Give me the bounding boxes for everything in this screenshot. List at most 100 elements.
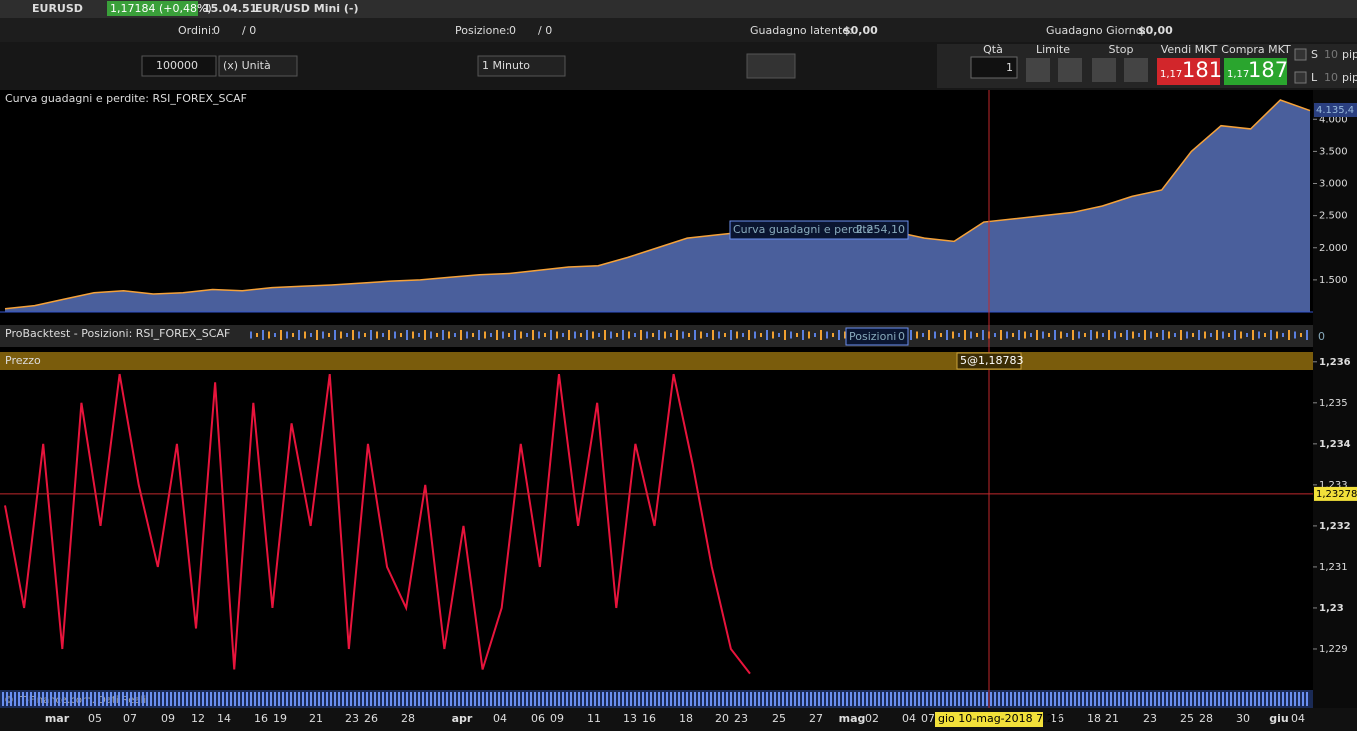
strip-bar: [282, 692, 284, 706]
strip-bar: [230, 692, 232, 706]
price-header: [0, 352, 1313, 370]
strip-bar: [438, 692, 440, 706]
strip-bar: [1278, 692, 1280, 706]
strip-bar: [118, 692, 120, 706]
l-checkbox[interactable]: [1294, 71, 1307, 84]
strip-bar: [262, 692, 264, 706]
strip-bar: [962, 692, 964, 706]
y-tick-label: 1,234: [1319, 439, 1351, 450]
x-tick-label: 07: [123, 712, 137, 725]
strip-bar: [1118, 692, 1120, 706]
limit-buy[interactable]: [1026, 58, 1050, 82]
position-bar: [340, 331, 342, 339]
y-tick-label: 1,231: [1319, 562, 1348, 573]
cursor-label: gio 10-mag-2018 7.24: [938, 712, 1061, 725]
position-bar: [976, 333, 978, 337]
position-bar: [1024, 331, 1026, 339]
strip-bar: [874, 692, 876, 706]
strip-bar: [854, 692, 856, 706]
strip-bar: [522, 692, 524, 706]
strip-bar: [706, 692, 708, 706]
strip-bar: [346, 692, 348, 706]
position-bar: [364, 333, 366, 337]
x-tick-label: 16: [254, 712, 268, 725]
position-bar: [1216, 330, 1218, 340]
s-checkbox[interactable]: [1294, 48, 1307, 61]
position-bar: [526, 333, 528, 337]
y-tick-label: 2.500: [1319, 211, 1348, 222]
strip-bar: [922, 692, 924, 706]
strip-bar: [546, 692, 548, 706]
position-bar: [436, 333, 438, 337]
strip-bar: [174, 692, 176, 706]
position-bar: [1066, 333, 1068, 337]
strip-bar: [114, 692, 116, 706]
strip-bar: [866, 692, 868, 706]
position-bar: [718, 331, 720, 339]
strip-bar: [574, 692, 576, 706]
strip-bar: [798, 692, 800, 706]
buy-price: 187: [1248, 58, 1288, 82]
position-bar: [1144, 330, 1146, 340]
position-bar: [388, 330, 390, 340]
strip-bar: [666, 692, 668, 706]
position-bar: [250, 331, 252, 339]
position: 0: [509, 24, 516, 37]
symbol[interactable]: EURUSD: [32, 2, 83, 15]
stop-buy[interactable]: [1092, 58, 1116, 82]
x-tick-label: 09: [161, 712, 175, 725]
limit-sell[interactable]: [1058, 58, 1082, 82]
position-bar: [1108, 330, 1110, 340]
strip-bar: [514, 692, 516, 706]
indicator-button[interactable]: [746, 53, 796, 79]
strip-bar: [658, 692, 660, 706]
position-bar: [1204, 331, 1206, 339]
strip-bar: [494, 692, 496, 706]
quantity-input[interactable]: [141, 55, 217, 77]
timeframe-select[interactable]: [477, 55, 566, 77]
position-bar: [472, 333, 474, 337]
strip-bar: [942, 692, 944, 706]
strip-bar: [638, 692, 640, 706]
strip-bar: [170, 692, 172, 706]
strip-bar: [406, 692, 408, 706]
tooltip-value: 2.254,10: [856, 223, 905, 236]
strip-bar: [806, 692, 808, 706]
strip-bar: [458, 692, 460, 706]
strip-bar: [1174, 692, 1176, 706]
tooltip: [729, 220, 909, 240]
cursor-box: [935, 712, 1043, 727]
position-bar: [400, 333, 402, 337]
strip-bar: [10, 692, 12, 706]
x-tick-label: giu: [1269, 712, 1288, 725]
position-bar: [1270, 330, 1272, 340]
strip-bar: [314, 692, 316, 706]
position-bar: [1138, 333, 1140, 337]
strip-bar: [1110, 692, 1112, 706]
strip-bar: [1286, 692, 1288, 706]
buy-label: Compra MKT: [1221, 43, 1291, 56]
strip-bar: [266, 692, 268, 706]
position-bar: [1030, 333, 1032, 337]
strip-bar: [850, 692, 852, 706]
strip-bar: [1138, 692, 1140, 706]
buy-button[interactable]: [1224, 58, 1287, 85]
strip-bar: [1022, 692, 1024, 706]
strip-bar: [130, 692, 132, 706]
strip-bar: [98, 692, 100, 706]
stop-label: Stop: [1108, 43, 1133, 56]
stop-sell[interactable]: [1124, 58, 1148, 82]
price-box: [107, 1, 198, 16]
strip-bar: [34, 692, 36, 706]
x-tick-label: 23: [345, 712, 359, 725]
position-bar: [754, 331, 756, 339]
qty-input[interactable]: [970, 56, 1018, 79]
position-bar: [298, 330, 300, 340]
unit-select[interactable]: [218, 55, 298, 77]
strip-bar: [1214, 692, 1216, 706]
position-bar: [1240, 331, 1242, 339]
strip-bar: [582, 692, 584, 706]
sell-button[interactable]: [1157, 58, 1220, 85]
strip-bar: [1146, 692, 1148, 706]
